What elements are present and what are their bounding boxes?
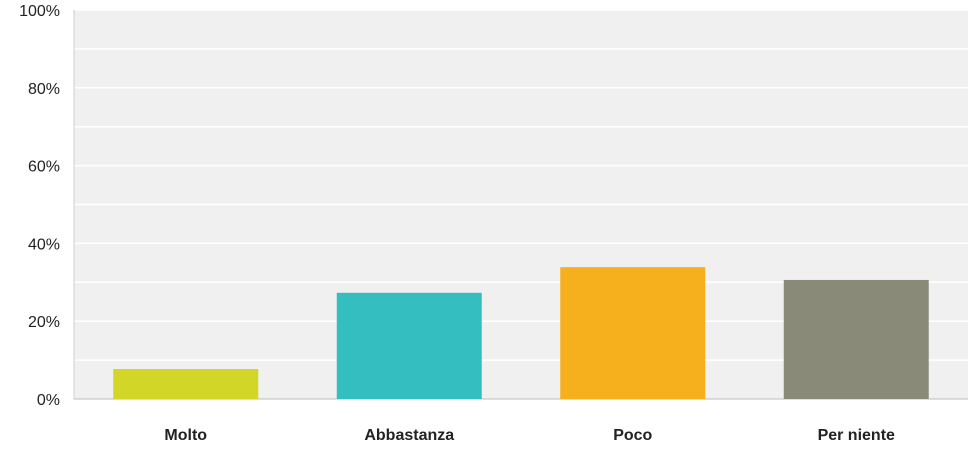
bar-molto <box>113 369 259 399</box>
bar-poco <box>560 267 706 399</box>
bar-abbastanza <box>336 292 482 399</box>
x-tick-label: Abbastanza <box>364 427 454 444</box>
bar-per-niente <box>783 279 929 399</box>
y-tick-label: 100% <box>19 3 60 20</box>
y-tick-label: 40% <box>28 236 60 253</box>
y-tick-label: 20% <box>28 314 60 331</box>
x-tick-label: Molto <box>164 427 207 444</box>
y-tick-label: 0% <box>37 392 60 409</box>
y-tick-label: 80% <box>28 81 60 98</box>
x-tick-label: Poco <box>613 427 652 444</box>
y-tick-label: 60% <box>28 159 60 176</box>
x-tick-label: Per niente <box>818 427 895 444</box>
